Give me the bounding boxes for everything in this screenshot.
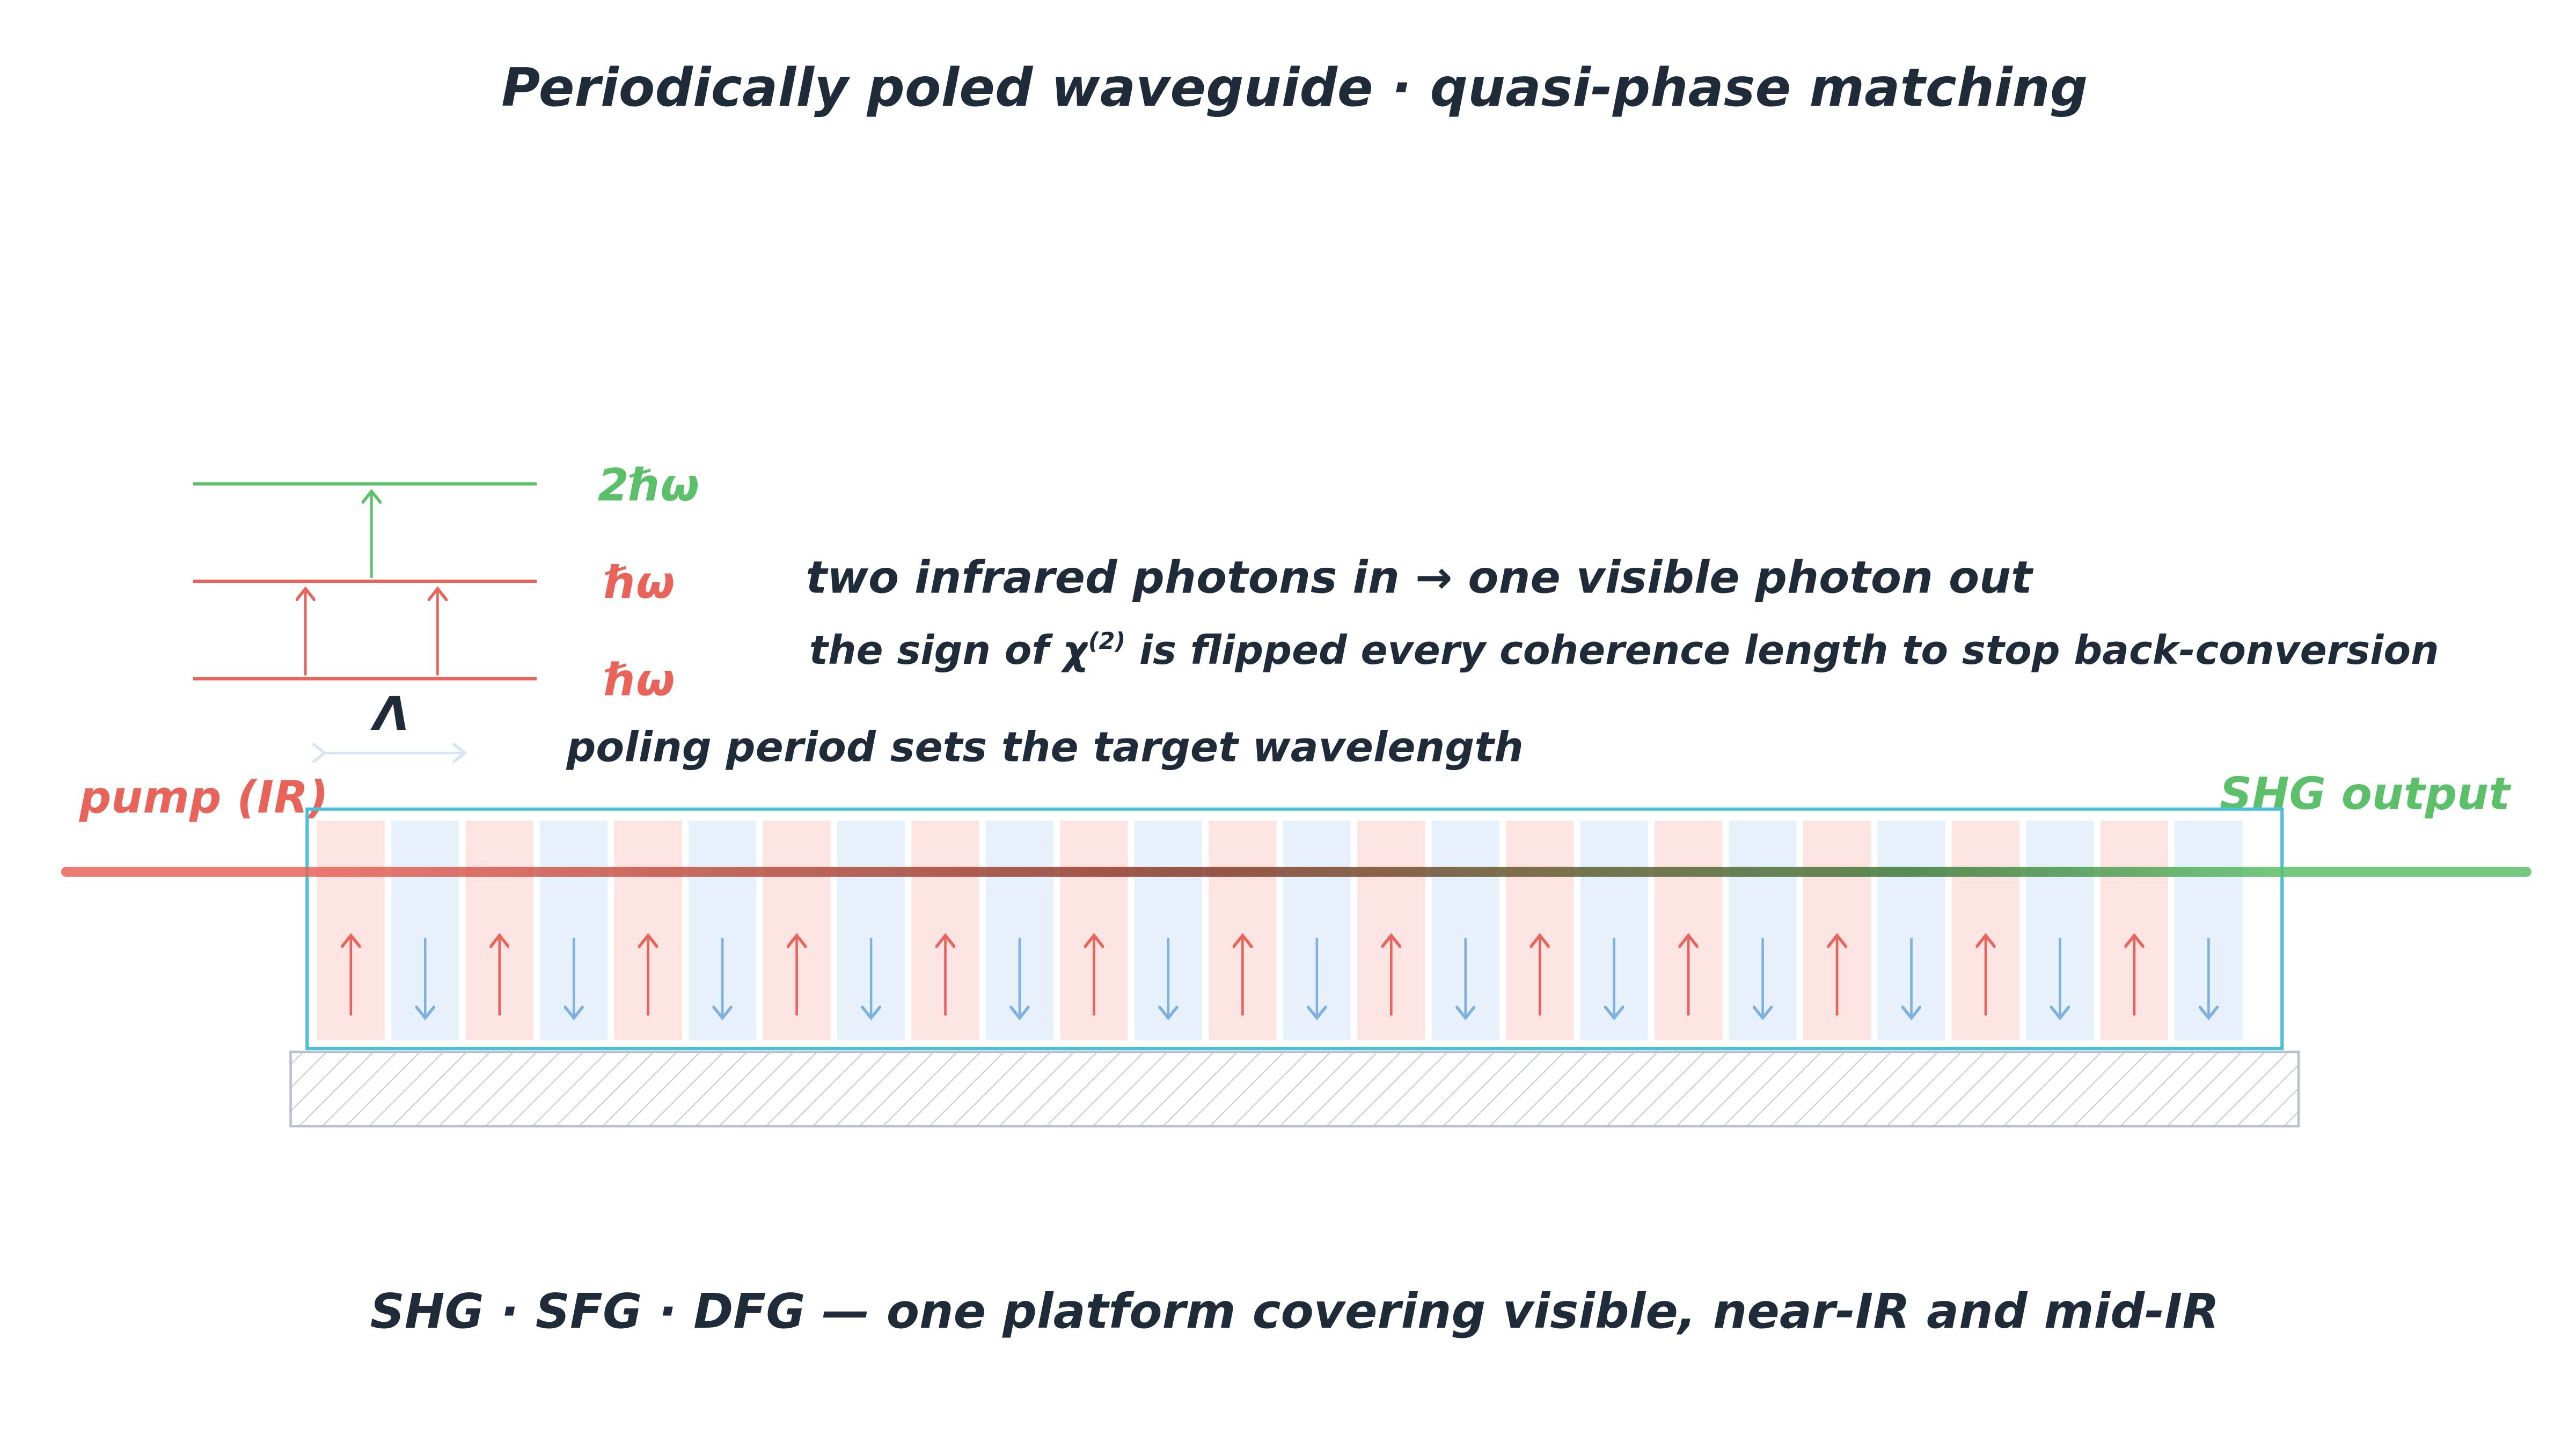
period-symbol: Λ: [370, 687, 409, 741]
input-label: pump (IR): [79, 771, 328, 823]
footer: SHG · SFG · DFG — one platform covering …: [370, 1284, 2219, 1340]
domains: [317, 821, 2243, 1041]
waveguide: [305, 807, 2284, 1050]
level-label: ℏω: [604, 654, 675, 706]
period-caption: poling period sets the target wavelength: [566, 723, 1523, 771]
note-part: the sign of χ: [809, 627, 1091, 674]
superscript: (2): [1088, 628, 1125, 655]
output-label: SHG output: [2220, 768, 2512, 820]
energy-levels: [193, 482, 537, 680]
level-label: 2ℏω: [598, 459, 699, 511]
level-label: ℏω: [604, 557, 675, 609]
note: two infrared photons in → one visible ph…: [806, 552, 2035, 604]
note: the sign of χ(2) is flipped every cohere…: [809, 627, 2439, 674]
substrate: [289, 1050, 2300, 1128]
title: Periodically poled waveguide · quasi-pha…: [501, 57, 2088, 119]
note-part: is flipped every coherence length to sto…: [1125, 627, 2439, 674]
